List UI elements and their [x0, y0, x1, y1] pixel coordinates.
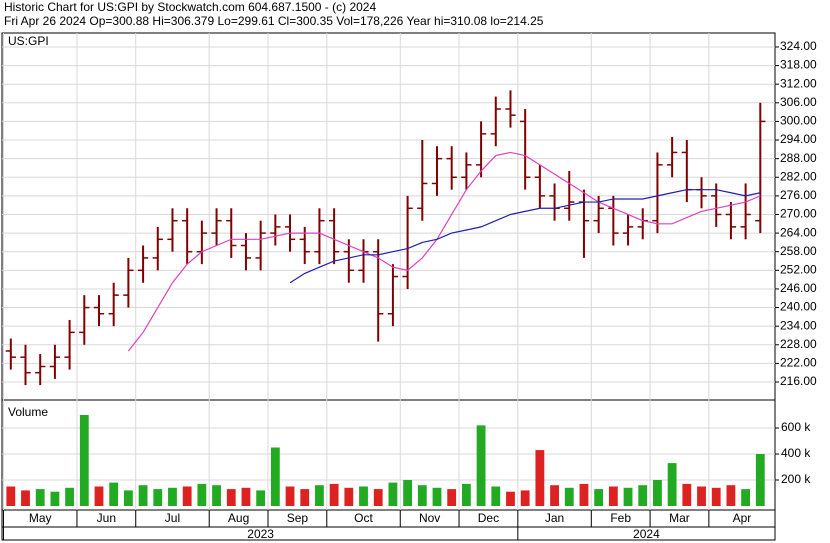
- month-label: Jan: [545, 511, 564, 525]
- volume-bar: [109, 482, 119, 506]
- y-tick-label: 282.00: [780, 169, 817, 183]
- volume-bar: [623, 487, 633, 506]
- chart-title: Historic Chart for US:GPI by Stockwatch.…: [4, 0, 376, 14]
- volume-bar: [373, 489, 383, 506]
- volume-bar: [285, 486, 295, 506]
- volume-bar: [197, 483, 207, 506]
- volume-bar: [50, 491, 60, 506]
- month-label: Nov: [419, 511, 440, 525]
- y-tick-label: 240.00: [780, 300, 817, 314]
- volume-bar: [564, 487, 574, 506]
- volume-bar: [79, 415, 89, 506]
- month-label: Apr: [733, 511, 752, 525]
- moving-average-line: [127, 151, 761, 352]
- volume-bar: [682, 483, 692, 506]
- volume-bar: [461, 483, 471, 506]
- y-tick-label: 228.00: [780, 337, 817, 351]
- y-tick-label: 264.00: [780, 225, 817, 239]
- y-tick-label: 312.00: [780, 76, 817, 90]
- volume-bar: [638, 485, 648, 506]
- month-label: Jun: [97, 511, 116, 525]
- volume-bar: [65, 487, 75, 506]
- volume-bar: [270, 447, 280, 506]
- symbol-label: US:GPI: [8, 34, 49, 48]
- volume-bar: [359, 486, 368, 506]
- volume-bar: [94, 486, 104, 506]
- volume-bar: [388, 482, 398, 506]
- y-tick-label: 200 k: [781, 472, 811, 486]
- volume-bar: [315, 485, 324, 506]
- y-tick-label: 216.00: [780, 374, 817, 388]
- y-tick-label: 324.00: [780, 39, 817, 53]
- volume-label: Volume: [8, 405, 48, 419]
- volume-bar: [256, 490, 266, 506]
- y-tick-label: 600 k: [781, 420, 811, 434]
- volume-bar: [153, 489, 163, 506]
- volume-bar: [226, 489, 236, 506]
- volume-bar: [447, 489, 457, 506]
- y-tick-label: 300.00: [780, 114, 817, 128]
- volume-bar: [697, 486, 706, 506]
- y-tick-label: 222.00: [780, 356, 817, 370]
- chart-subtitle: Fri Apr 26 2024 Op=300.88 Hi=306.379 Lo=…: [4, 14, 544, 28]
- volume-bar: [579, 483, 589, 506]
- y-tick-label: 246.00: [780, 281, 817, 295]
- volume-bar: [476, 425, 486, 506]
- volume-bar: [520, 490, 530, 506]
- volume-bar: [241, 487, 251, 506]
- year-label: 2023: [247, 527, 274, 541]
- y-tick-label: 252.00: [780, 262, 817, 276]
- volume-bar: [535, 450, 545, 506]
- month-label: Dec: [478, 511, 499, 525]
- volume-bar: [711, 487, 721, 506]
- volume-bar: [182, 486, 192, 506]
- month-label: Jul: [165, 511, 180, 525]
- month-label: May: [29, 511, 52, 525]
- volume-bar: [491, 486, 501, 506]
- volume-bar: [329, 483, 339, 506]
- y-tick-label: 234.00: [780, 318, 817, 332]
- y-tick-label: 400 k: [781, 446, 811, 460]
- moving-average-line: [289, 189, 761, 284]
- volume-bar: [506, 491, 515, 506]
- volume-bar: [344, 487, 354, 506]
- y-tick-label: 276.00: [780, 188, 817, 202]
- volume-bar: [594, 489, 604, 506]
- volume-bar: [403, 480, 413, 506]
- month-label: Mar: [669, 511, 690, 525]
- volume-bar: [550, 485, 559, 506]
- y-tick-label: 288.00: [780, 151, 817, 165]
- volume-bar: [417, 485, 427, 506]
- y-tick-label: 306.00: [780, 95, 817, 109]
- volume-bar: [300, 489, 310, 506]
- volume-bar: [667, 463, 677, 506]
- month-label: Aug: [228, 511, 249, 525]
- volume-bar: [608, 486, 618, 506]
- year-label: 2024: [633, 527, 660, 541]
- volume-bar: [123, 490, 133, 506]
- volume-bar: [432, 487, 442, 506]
- y-tick-label: 270.00: [780, 207, 817, 221]
- month-label: Feb: [610, 511, 631, 525]
- volume-bar: [741, 489, 751, 506]
- volume-bar: [138, 485, 148, 506]
- volume-bar: [726, 485, 736, 506]
- month-label: Sep: [287, 511, 309, 525]
- y-tick-label: 318.00: [780, 58, 817, 72]
- x-axis-panel: [1, 509, 776, 541]
- month-label: Oct: [354, 511, 373, 525]
- y-tick-label: 294.00: [780, 132, 817, 146]
- volume-bar: [168, 487, 177, 506]
- volume-bar: [212, 485, 221, 506]
- y-tick-label: 258.00: [780, 244, 817, 258]
- volume-bar: [35, 489, 45, 506]
- volume-bar: [653, 480, 662, 506]
- volume-bar: [6, 486, 16, 506]
- volume-bar: [755, 454, 765, 506]
- volume-bar: [21, 490, 30, 506]
